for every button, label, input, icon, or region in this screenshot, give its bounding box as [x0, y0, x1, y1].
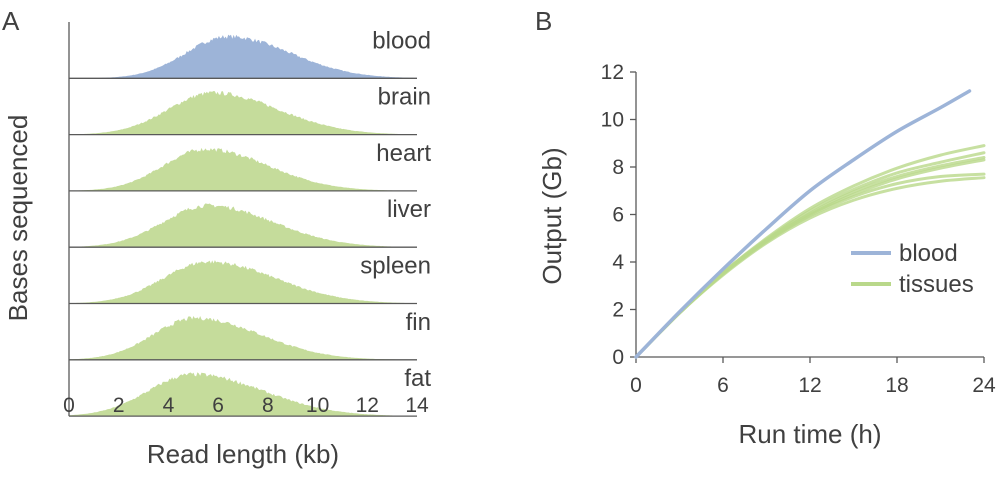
x-tick-label-b: 12 [798, 374, 821, 397]
row-label-liver: liver [387, 196, 431, 223]
x-tick-label-a: 14 [405, 394, 429, 417]
row-label-spleen: spleen [360, 253, 431, 280]
row-label-brain: brain [378, 84, 431, 111]
x-tick-label-a: 6 [212, 394, 224, 417]
y-tick-label-b: 8 [612, 156, 624, 179]
y-tick-label-b: 2 [612, 299, 624, 322]
y-tick-label-b: 4 [612, 251, 624, 274]
x-tick-label-a: 2 [113, 394, 125, 417]
x-tick-label-a: 0 [63, 394, 75, 417]
panel-a-label: A [2, 6, 20, 36]
y-tick-label-b: 6 [612, 204, 624, 227]
blood-line [634, 89, 972, 359]
x-tick-label-b: 6 [717, 374, 729, 397]
x-tick-label-a: 12 [356, 394, 379, 417]
x-tick-label-a: 8 [262, 394, 274, 417]
x-tick-label-b: 0 [630, 374, 642, 397]
row-label-blood: blood [372, 27, 431, 54]
y-axis-label-b: Output (Gb) [537, 147, 567, 284]
panel-b-label: B [535, 6, 552, 36]
histogram-fat [69, 372, 417, 417]
x-tick-label-b: 24 [972, 374, 996, 397]
x-tick-label-a: 10 [306, 394, 329, 417]
histogram-spleen [69, 260, 417, 304]
histogram-blood [69, 34, 417, 79]
histogram-brain [69, 91, 417, 135]
y-tick-label-b: 0 [612, 346, 624, 369]
histogram-liver [69, 203, 417, 248]
y-tick-label-b: 12 [601, 61, 624, 84]
row-label-fat: fat [404, 365, 431, 392]
x-axis-label-b: Run time (h) [738, 419, 881, 449]
row-label-fin: fin [406, 309, 431, 336]
histogram-heart [69, 147, 417, 191]
y-tick-label-b: 10 [601, 109, 624, 132]
y-axis-label-a: Bases sequenced [3, 115, 33, 322]
legend-label-blood: blood [899, 240, 958, 267]
x-axis-label-a: Read length (kb) [147, 439, 339, 469]
legend-label-tissues: tissues [899, 271, 974, 298]
row-label-heart: heart [376, 140, 431, 167]
histogram-fin [69, 316, 417, 360]
tissue-line-5 [634, 176, 986, 359]
panel-a-histograms: blood brain heart liver spleen fin fat 0 2 4 6 8 10 1… [3, 22, 431, 469]
x-tick-label-a: 4 [163, 394, 175, 417]
x-tick-label-b: 18 [885, 374, 908, 397]
